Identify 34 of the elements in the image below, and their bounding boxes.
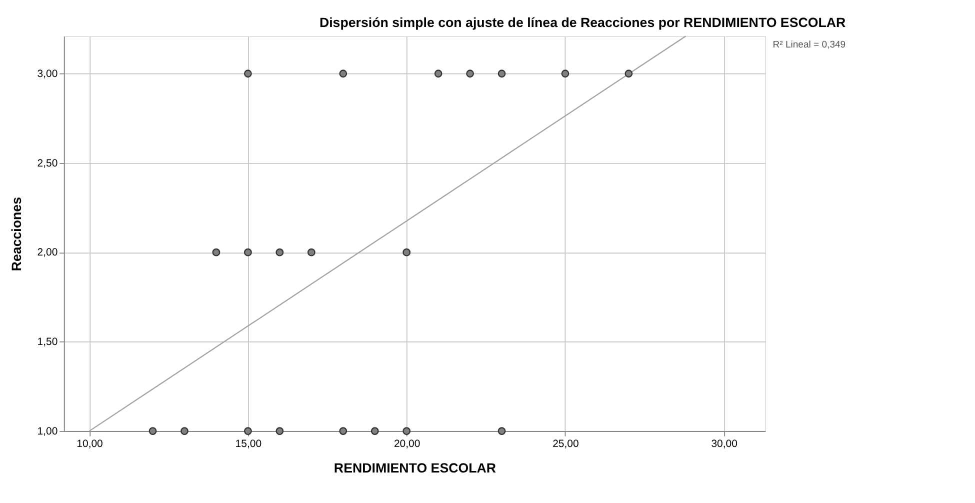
x-tick-label: 25,00 <box>552 438 579 450</box>
point <box>244 427 252 435</box>
y-axis-title: Reacciones <box>9 196 24 272</box>
point <box>402 427 411 435</box>
point <box>370 427 379 435</box>
point <box>561 70 570 78</box>
point <box>276 427 284 435</box>
point <box>339 70 348 78</box>
point <box>148 427 157 435</box>
point <box>180 427 188 435</box>
point <box>466 70 474 78</box>
chart-title: Dispersión simple con ajuste de línea de Reacciones por RENDIMIENTO ESCOLAR <box>319 14 846 30</box>
x-tick-label: 20,00 <box>394 438 420 450</box>
y-tick-label: 2,50 <box>37 158 58 170</box>
point <box>244 70 252 78</box>
x-tick-label: 10,00 <box>76 438 104 450</box>
point <box>498 427 506 435</box>
point <box>339 427 348 435</box>
point <box>624 70 633 78</box>
point <box>498 70 506 78</box>
y-tick-label: 3,00 <box>37 68 58 80</box>
text: R² Lineal = 0,349 <box>772 40 846 51</box>
y-tick-label: 2,00 <box>37 248 58 259</box>
x-tick-label: 15,00 <box>235 438 262 450</box>
x-tick-label: 30,00 <box>711 438 738 450</box>
point <box>244 248 252 256</box>
point <box>212 248 220 256</box>
point <box>402 248 411 256</box>
point <box>434 70 442 78</box>
y-tick-label: 1,00 <box>37 426 58 438</box>
point <box>276 248 284 256</box>
y-tick-label: 1,50 <box>37 337 58 348</box>
x-axis-title: RENDIMIENTO ESCOLAR <box>334 460 496 476</box>
point <box>307 248 316 256</box>
